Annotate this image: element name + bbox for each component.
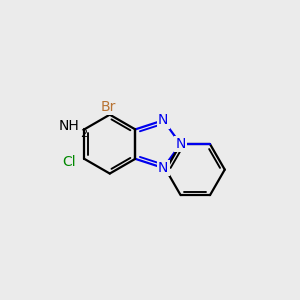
- Text: N: N: [176, 137, 186, 151]
- Text: Cl: Cl: [63, 155, 76, 169]
- Text: N: N: [158, 113, 169, 127]
- Text: H: H: [63, 121, 73, 135]
- Text: Br: Br: [100, 100, 116, 114]
- Text: NH: NH: [59, 119, 80, 133]
- Text: 2: 2: [80, 129, 87, 140]
- Text: N: N: [158, 161, 169, 175]
